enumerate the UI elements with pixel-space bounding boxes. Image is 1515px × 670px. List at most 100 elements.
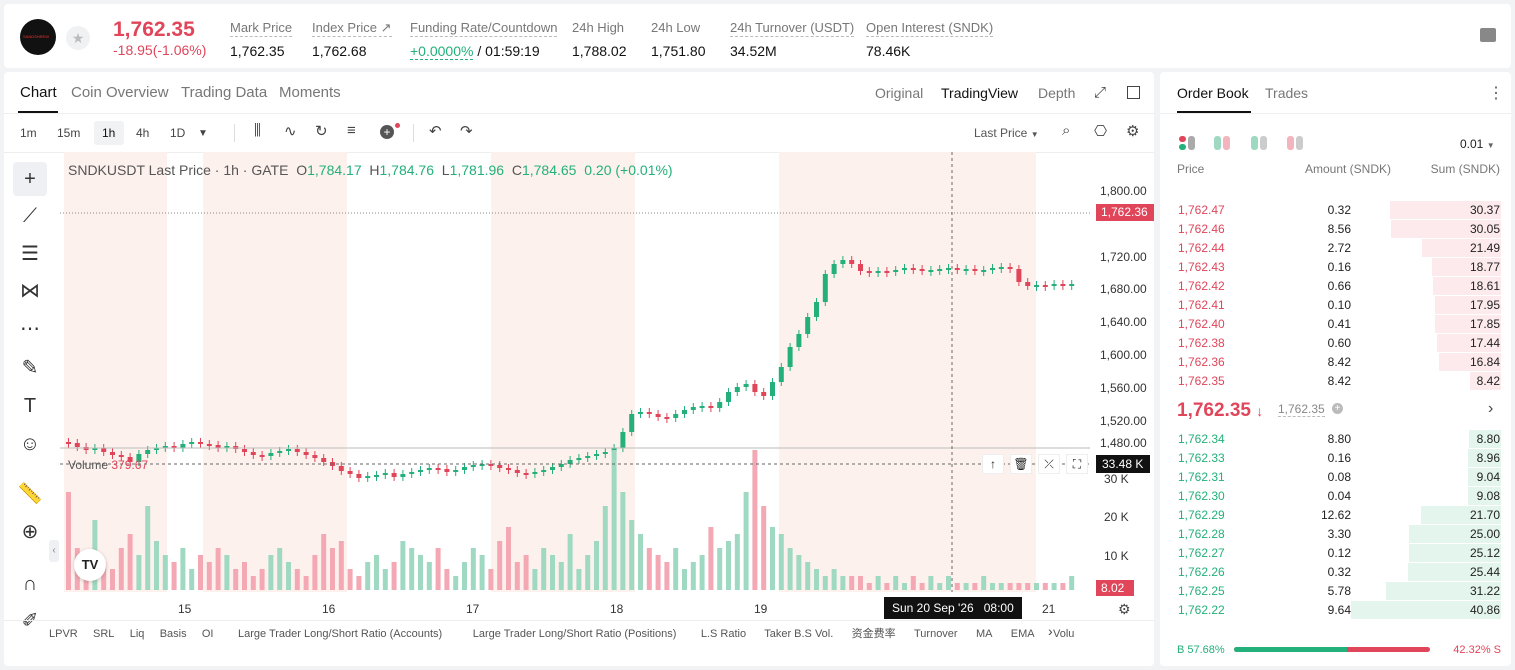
tab-trades[interactable]: Trades	[1265, 85, 1309, 101]
layout-asks-icon[interactable]	[1287, 136, 1303, 150]
ask-row[interactable]: 1,762.47 0.32 30.37	[1160, 200, 1511, 219]
crosshair-tool-icon[interactable]: +	[13, 162, 47, 196]
tf-1h[interactable]: 1h	[102, 126, 116, 140]
indicator-liq[interactable]: Liq	[129, 628, 145, 640]
tab-moments[interactable]: Moments	[279, 84, 341, 101]
indicator-ma[interactable]: MA	[975, 628, 993, 640]
ask-row[interactable]: 1,762.46 8.56 30.05	[1160, 219, 1511, 238]
ask-row[interactable]: 1,762.43 0.16 18.77	[1160, 257, 1511, 276]
indicator-ls-ratio[interactable]: L.S Ratio	[700, 628, 747, 640]
more-options-icon[interactable]: ⋮	[1488, 85, 1504, 102]
ask-row[interactable]: 1,762.44 2.72 21.49	[1160, 238, 1511, 257]
bid-row[interactable]: 1,762.28 3.30 25.00	[1160, 524, 1511, 543]
indicator-basis[interactable]: Basis	[159, 628, 187, 640]
redo-icon[interactable]: ↷	[460, 123, 473, 140]
mid-price: 1,762.35 ↓	[1177, 400, 1264, 421]
indicator-taker-vol[interactable]: Taker B.S Vol.	[764, 628, 834, 640]
volume-bar	[778, 534, 784, 590]
ask-row[interactable]: 1,762.40 0.41 17.85	[1160, 314, 1511, 333]
candlestick-chart[interactable]	[60, 152, 1154, 612]
lock-draw-tool-icon[interactable]: ✐	[21, 610, 39, 632]
ask-row[interactable]: 1,762.36 8.42 16.84	[1160, 352, 1511, 371]
template-icon[interactable]: ≡	[347, 122, 356, 139]
pattern-tool-icon[interactable]: ⋈	[20, 280, 40, 302]
bid-row[interactable]: 1,762.26 0.32 25.44	[1160, 562, 1511, 581]
bid-row[interactable]: 1,762.27 0.12 25.12	[1160, 543, 1511, 562]
projection-tool-icon[interactable]: ⋯	[20, 318, 40, 340]
tf-1d[interactable]: 1D	[170, 126, 186, 140]
candle-type-icon[interactable]: ⫼	[254, 122, 261, 139]
precision-select[interactable]: 0.01 ▼	[1460, 137, 1495, 151]
collapse-toolbar-icon[interactable]: ‹	[49, 540, 59, 562]
bid-row[interactable]: 1,762.31 0.08 9.04	[1160, 467, 1511, 486]
indicator-volume[interactable]: Volu	[1052, 628, 1075, 640]
tab-trading-data[interactable]: Trading Data	[181, 84, 268, 101]
view-original[interactable]: Original	[875, 85, 924, 101]
favorite-star-icon[interactable]: ★	[66, 26, 90, 50]
indicator-ls-accounts[interactable]: Large Trader Long/Short Ratio (Accounts)	[237, 628, 443, 640]
chevron-right-icon[interactable]: ›	[1488, 400, 1494, 417]
view-tradingview[interactable]: TradingView	[941, 85, 1019, 101]
notes-icon[interactable]	[1480, 28, 1496, 42]
text-tool-icon[interactable]: T	[23, 395, 37, 417]
undo-icon[interactable]: ↶	[429, 123, 442, 140]
fib-tool-icon[interactable]: ☰	[21, 243, 39, 265]
stat-index-price[interactable]: Index Price ↗ 1,762.68	[312, 20, 392, 59]
replay-icon[interactable]: ↻	[315, 123, 328, 140]
fullscreen-icon[interactable]	[1127, 86, 1140, 99]
tab-chart[interactable]: Chart	[20, 84, 57, 101]
bid-row[interactable]: 1,762.25 5.78 31.22	[1160, 581, 1511, 600]
ask-row[interactable]: 1,762.42 0.66 18.61	[1160, 276, 1511, 295]
volume-axis-10k: 10 K	[1104, 549, 1129, 563]
search-icon[interactable]: ⌕	[1062, 122, 1071, 139]
expand-icon[interactable]: ⤢	[1094, 84, 1107, 101]
settings-gear-icon[interactable]: ⚙	[1126, 123, 1140, 140]
layout-bids-icon[interactable]	[1251, 136, 1267, 150]
indicator-lpvr[interactable]: LPVR	[49, 628, 78, 640]
pane-delete-icon[interactable]: 🗑	[1010, 454, 1032, 474]
magnet-tool-icon[interactable]: ∩	[22, 573, 38, 595]
layout-split-icon[interactable]	[1214, 136, 1230, 150]
indicator-ema[interactable]: EMA	[1010, 628, 1035, 640]
indicator-oi[interactable]: OI	[201, 628, 214, 640]
ruler-tool-icon[interactable]: 📏	[17, 483, 43, 505]
ask-row[interactable]: 1,762.41 0.10 17.95	[1160, 295, 1511, 314]
tf-15m[interactable]: 15m	[57, 126, 81, 140]
ask-row[interactable]: 1,762.35 8.42 8.42	[1160, 371, 1511, 390]
bid-row[interactable]: 1,762.33 0.16 8.96	[1160, 448, 1511, 467]
pane-collapse-icon[interactable]: ⤫	[1038, 454, 1060, 474]
candle-body	[567, 460, 573, 464]
bid-row[interactable]: 1,762.30 0.04 9.08	[1160, 486, 1511, 505]
axis-settings-icon[interactable]: ⚙	[1118, 601, 1131, 617]
indicator-turnover[interactable]: Turnover	[913, 628, 958, 640]
layout-both-icon[interactable]	[1179, 136, 1195, 150]
tab-order-book[interactable]: Order Book	[1177, 85, 1249, 101]
view-depth[interactable]: Depth	[1038, 85, 1076, 101]
emoji-tool-icon[interactable]: ☺	[19, 433, 41, 455]
tf-4h[interactable]: 4h	[136, 126, 150, 140]
volume-bar	[884, 583, 890, 590]
trendline-tool-icon[interactable]: ⟋	[23, 205, 37, 227]
ask-row[interactable]: 1,762.38 0.60 17.44	[1160, 333, 1511, 352]
tab-coin-overview[interactable]: Coin Overview	[71, 84, 169, 101]
pane-maximize-icon[interactable]: ⛶	[1066, 454, 1088, 474]
brush-tool-icon[interactable]: ✎	[21, 357, 39, 379]
zoom-in-tool-icon[interactable]: ⊕	[21, 521, 39, 543]
candle-body	[374, 475, 379, 477]
bid-row[interactable]: 1,762.29 12.62 21.70	[1160, 505, 1511, 524]
indicator-icon[interactable]: ∿	[284, 123, 297, 140]
pane-move-up-icon[interactable]: ↑	[982, 454, 1004, 474]
indicator-funding[interactable]: 资金费率	[851, 628, 896, 640]
depth-bar	[1468, 430, 1501, 448]
scroll-right-icon[interactable]: ›	[1048, 623, 1053, 639]
price-type-select[interactable]: Last Price ▼	[974, 126, 1039, 140]
indicator-ls-positions[interactable]: Large Trader Long/Short Ratio (Positions…	[472, 628, 677, 640]
tradingview-logo-icon[interactable]: TV	[74, 549, 106, 581]
bid-row[interactable]: 1,762.22 9.64 40.86	[1160, 600, 1511, 619]
tf-dropdown-icon[interactable]: ▼	[198, 128, 208, 139]
tf-1m[interactable]: 1m	[20, 126, 37, 140]
add-indicator-icon[interactable]: +	[380, 125, 394, 139]
bid-row[interactable]: 1,762.34 8.80 8.80	[1160, 429, 1511, 448]
camera-icon[interactable]: ⎔	[1094, 123, 1108, 140]
indicator-srl[interactable]: SRL	[93, 628, 115, 640]
